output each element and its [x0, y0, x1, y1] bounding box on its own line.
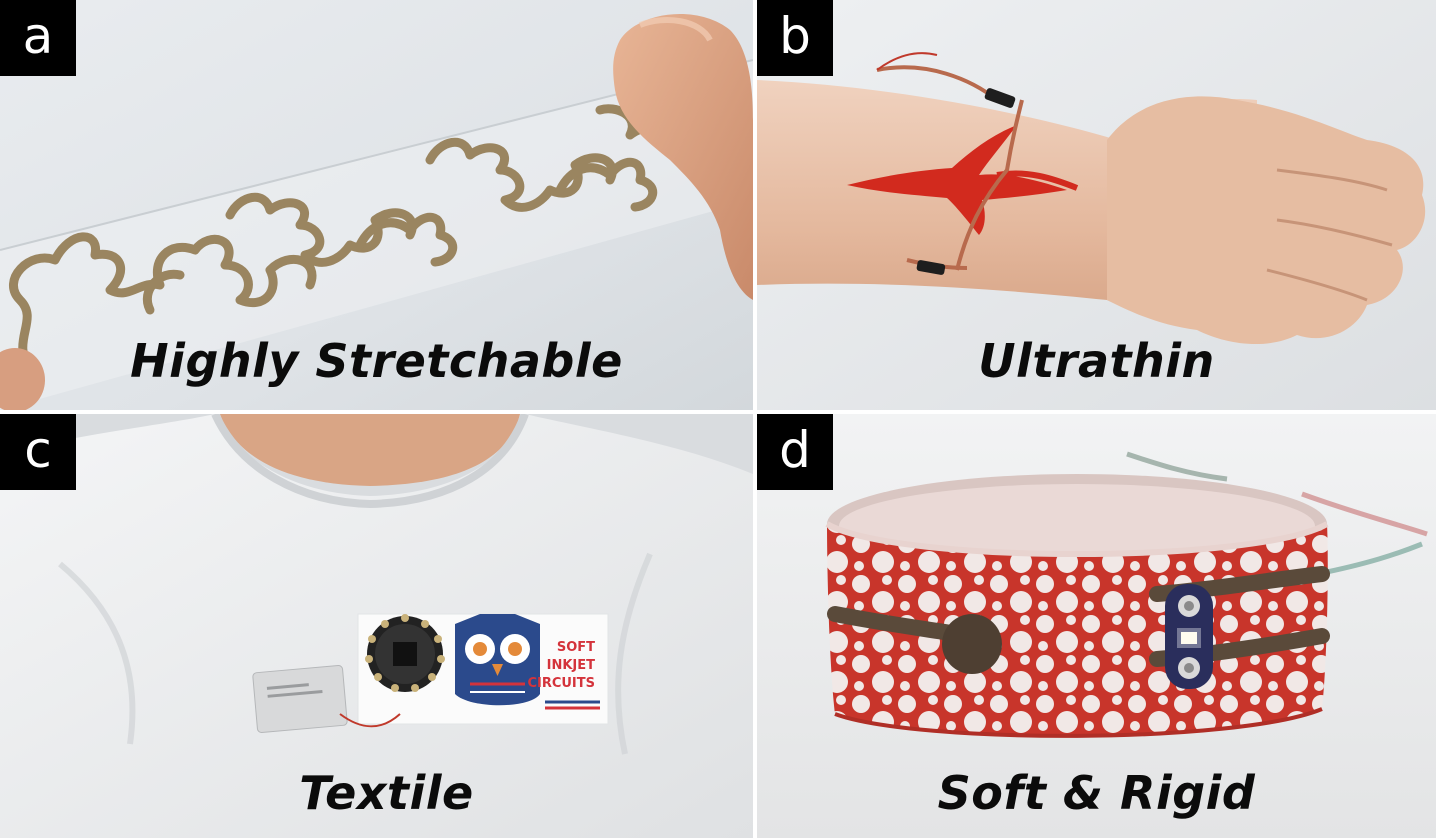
panel-d-soft-rigid: d Soft & Rigid — [757, 414, 1436, 838]
caption-soft-rigid: Soft & Rigid — [757, 766, 1436, 820]
battery-pack — [253, 665, 348, 733]
panel-label-d: d — [757, 414, 833, 490]
owl-logo — [455, 614, 540, 705]
touch-pad — [942, 614, 1002, 674]
sticker-text-inkjet: INKJET — [547, 658, 596, 673]
panel-label-a: a — [0, 0, 76, 76]
led-board — [1165, 584, 1213, 689]
panel-label-b: b — [757, 0, 833, 76]
panel-c-textile: SOFT INKJET CIRCUITS c Textile — [0, 414, 753, 838]
sticker-text-soft: SOFT — [557, 640, 595, 655]
caption-highly-stretchable: Highly Stretchable — [60, 334, 693, 388]
panel-b-ultrathin: b Ultrathin — [757, 0, 1436, 410]
caption-ultrathin: Ultrathin — [757, 334, 1436, 388]
sticker-text-circuits: CIRCUITS — [527, 676, 595, 691]
panel-a-stretchable: a Highly Stretchable — [0, 0, 753, 410]
caption-textile: Textile — [20, 766, 753, 820]
panel-label-c: c — [0, 414, 76, 490]
